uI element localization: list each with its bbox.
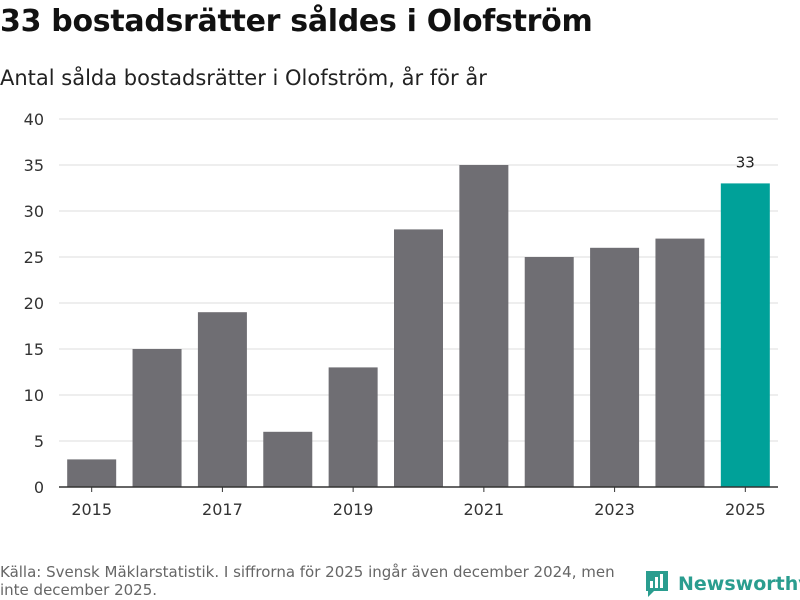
bar-2018 (263, 431, 313, 487)
x-tick-label: 2015 (71, 500, 112, 519)
bar-2025 (720, 183, 770, 487)
newsworthy-logo-icon (646, 571, 668, 597)
y-tick-label: 20 (24, 294, 44, 313)
y-tick-label: 5 (34, 432, 44, 451)
y-tick-label: 15 (24, 340, 44, 359)
data-label-2025: 33 (736, 153, 755, 171)
bar-2019 (328, 367, 378, 487)
y-tick-label: 35 (24, 156, 44, 175)
y-tick-label: 30 (24, 202, 44, 221)
chart-title: 33 bostadsrätter såldes i Olofström (0, 4, 593, 39)
y-tick-label: 0 (34, 478, 44, 497)
x-tick-label: 2017 (202, 500, 243, 519)
x-tick-label: 2023 (594, 500, 635, 519)
brand-name: Newsworthy (678, 573, 800, 595)
bar-2017 (197, 312, 247, 487)
x-tick-label: 2025 (725, 500, 766, 519)
x-tick-label: 2021 (464, 500, 505, 519)
source-note: Källa: Svensk Mäklarstatistik. I siffror… (0, 563, 615, 599)
y-tick-label: 25 (24, 248, 44, 267)
y-tick-label: 10 (24, 386, 44, 405)
bar-2024 (655, 238, 705, 487)
bar-2023 (590, 247, 640, 487)
bar-2022 (524, 257, 574, 487)
bar-2021 (459, 165, 509, 487)
brand-logo: Newsworthy (644, 568, 800, 600)
x-tick-label: 2019 (333, 500, 374, 519)
y-tick-label: 40 (24, 110, 44, 129)
bar-2020 (394, 229, 443, 487)
bar-2015 (67, 459, 117, 487)
bar-2016 (132, 349, 182, 487)
chart-subtitle: Antal sålda bostadsrätter i Olofström, å… (0, 66, 487, 90)
